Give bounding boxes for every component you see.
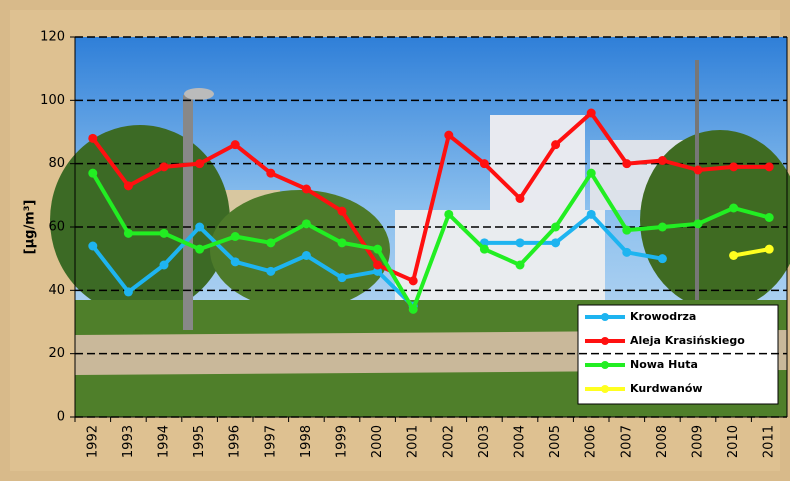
data-point	[302, 185, 311, 194]
data-point	[551, 140, 560, 149]
data-point	[160, 229, 169, 238]
data-point	[729, 204, 738, 213]
data-point	[622, 159, 631, 168]
data-point	[231, 232, 240, 241]
data-point	[373, 245, 382, 254]
data-point	[480, 245, 489, 254]
x-tick-label: 1999	[335, 425, 350, 458]
data-point	[622, 226, 631, 235]
data-point	[88, 242, 97, 251]
x-tick-label: 2005	[548, 425, 563, 458]
data-point	[587, 169, 596, 178]
y-tick-label: 80	[48, 156, 65, 171]
data-point	[302, 219, 311, 228]
data-point	[622, 248, 631, 257]
data-point	[338, 238, 347, 247]
data-point	[160, 162, 169, 171]
data-point	[551, 238, 560, 247]
y-tick-label: 40	[48, 283, 65, 298]
x-tick-label: 1995	[192, 425, 207, 458]
data-point	[658, 223, 667, 232]
data-point	[765, 245, 774, 254]
legend-label: Nowa Huta	[630, 358, 698, 371]
data-point	[694, 166, 703, 175]
data-point	[88, 169, 97, 178]
data-point	[231, 140, 240, 149]
data-point	[694, 219, 703, 228]
y-tick-label: 60	[48, 220, 65, 235]
data-point	[195, 159, 204, 168]
data-point	[266, 267, 275, 276]
x-tick-label: 1994	[157, 425, 172, 458]
data-point	[373, 261, 382, 270]
data-point	[338, 273, 347, 282]
y-axis-label: [μg/m³]	[23, 200, 38, 255]
x-tick-label: 1996	[228, 425, 243, 458]
data-point	[88, 134, 97, 143]
y-tick-label: 120	[40, 30, 65, 45]
data-point	[124, 287, 133, 296]
data-point	[729, 162, 738, 171]
chart: [μg/m³] 0 20 40 60 80 100 120 1992 1993 1994 1995 1…	[0, 0, 790, 481]
x-tick-label: 1998	[299, 425, 314, 458]
legend-marker	[601, 385, 609, 393]
data-point	[195, 223, 204, 232]
y-tick-label: 100	[40, 93, 65, 108]
data-point	[658, 156, 667, 165]
data-point	[338, 207, 347, 216]
legend-label: Krowodrza	[630, 310, 696, 323]
x-tick-label: 2000	[370, 425, 385, 458]
data-point	[551, 223, 560, 232]
data-point	[160, 261, 169, 270]
x-tick-label: 1993	[121, 425, 136, 458]
x-tick-label: 2008	[655, 425, 670, 458]
legend-marker	[601, 361, 609, 369]
data-point	[516, 261, 525, 270]
x-tick-label: 2002	[441, 425, 456, 458]
x-tick-label: 2003	[477, 425, 492, 458]
data-point	[302, 251, 311, 260]
data-point	[729, 251, 738, 260]
data-point	[409, 305, 418, 314]
data-point	[765, 213, 774, 222]
legend-label: Kurdwanów	[630, 382, 703, 395]
x-tick-label: 2011	[762, 425, 777, 458]
legend-marker	[601, 337, 609, 345]
data-point	[266, 169, 275, 178]
data-point	[195, 245, 204, 254]
data-point	[587, 109, 596, 118]
legend-marker	[601, 313, 609, 321]
y-tick-label: 0	[57, 410, 65, 425]
legend-label: Aleja Krasińskiego	[630, 334, 745, 347]
data-point	[124, 181, 133, 190]
data-point	[266, 238, 275, 247]
data-point	[516, 194, 525, 203]
x-tick-label: 2001	[406, 425, 421, 458]
x-tick-label: 1997	[263, 425, 278, 458]
data-point	[765, 162, 774, 171]
page: [μg/m³] 0 20 40 60 80 100 120 1992 1993 1994 1995 1…	[0, 0, 790, 481]
x-tick-label: 1992	[85, 425, 100, 458]
data-point	[444, 131, 453, 140]
data-point	[480, 159, 489, 168]
data-point	[444, 210, 453, 219]
data-point	[409, 276, 418, 285]
data-point	[124, 229, 133, 238]
data-point	[587, 210, 596, 219]
data-point	[516, 238, 525, 247]
data-point	[658, 254, 667, 263]
x-tick-label: 2009	[691, 425, 706, 458]
x-tick-label: 2010	[726, 425, 741, 458]
data-point	[231, 257, 240, 266]
x-tick-label: 2007	[619, 425, 634, 458]
x-tick-label: 2006	[584, 425, 599, 458]
y-tick-label: 20	[48, 346, 65, 361]
x-tick-label: 2004	[513, 425, 528, 458]
